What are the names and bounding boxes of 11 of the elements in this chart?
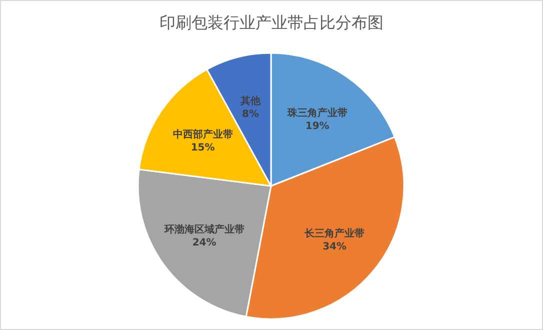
slice-label: 环渤海区域产业带 — [163, 223, 244, 236]
chart-title: 印刷包装行业产业带占比分布图 — [160, 13, 384, 32]
slice-label: 中西部产业带 — [172, 128, 233, 141]
data-label: 19% — [305, 120, 330, 132]
data-label: 34% — [322, 242, 347, 253]
data-label: 24% — [192, 237, 216, 248]
slice-label: 长三角产业带 — [304, 228, 365, 240]
data-label: 15% — [190, 142, 215, 154]
data-label: 8% — [242, 109, 259, 120]
slice-label: 其他 — [239, 95, 262, 108]
slice-label: 珠三角产业带 — [286, 106, 348, 119]
